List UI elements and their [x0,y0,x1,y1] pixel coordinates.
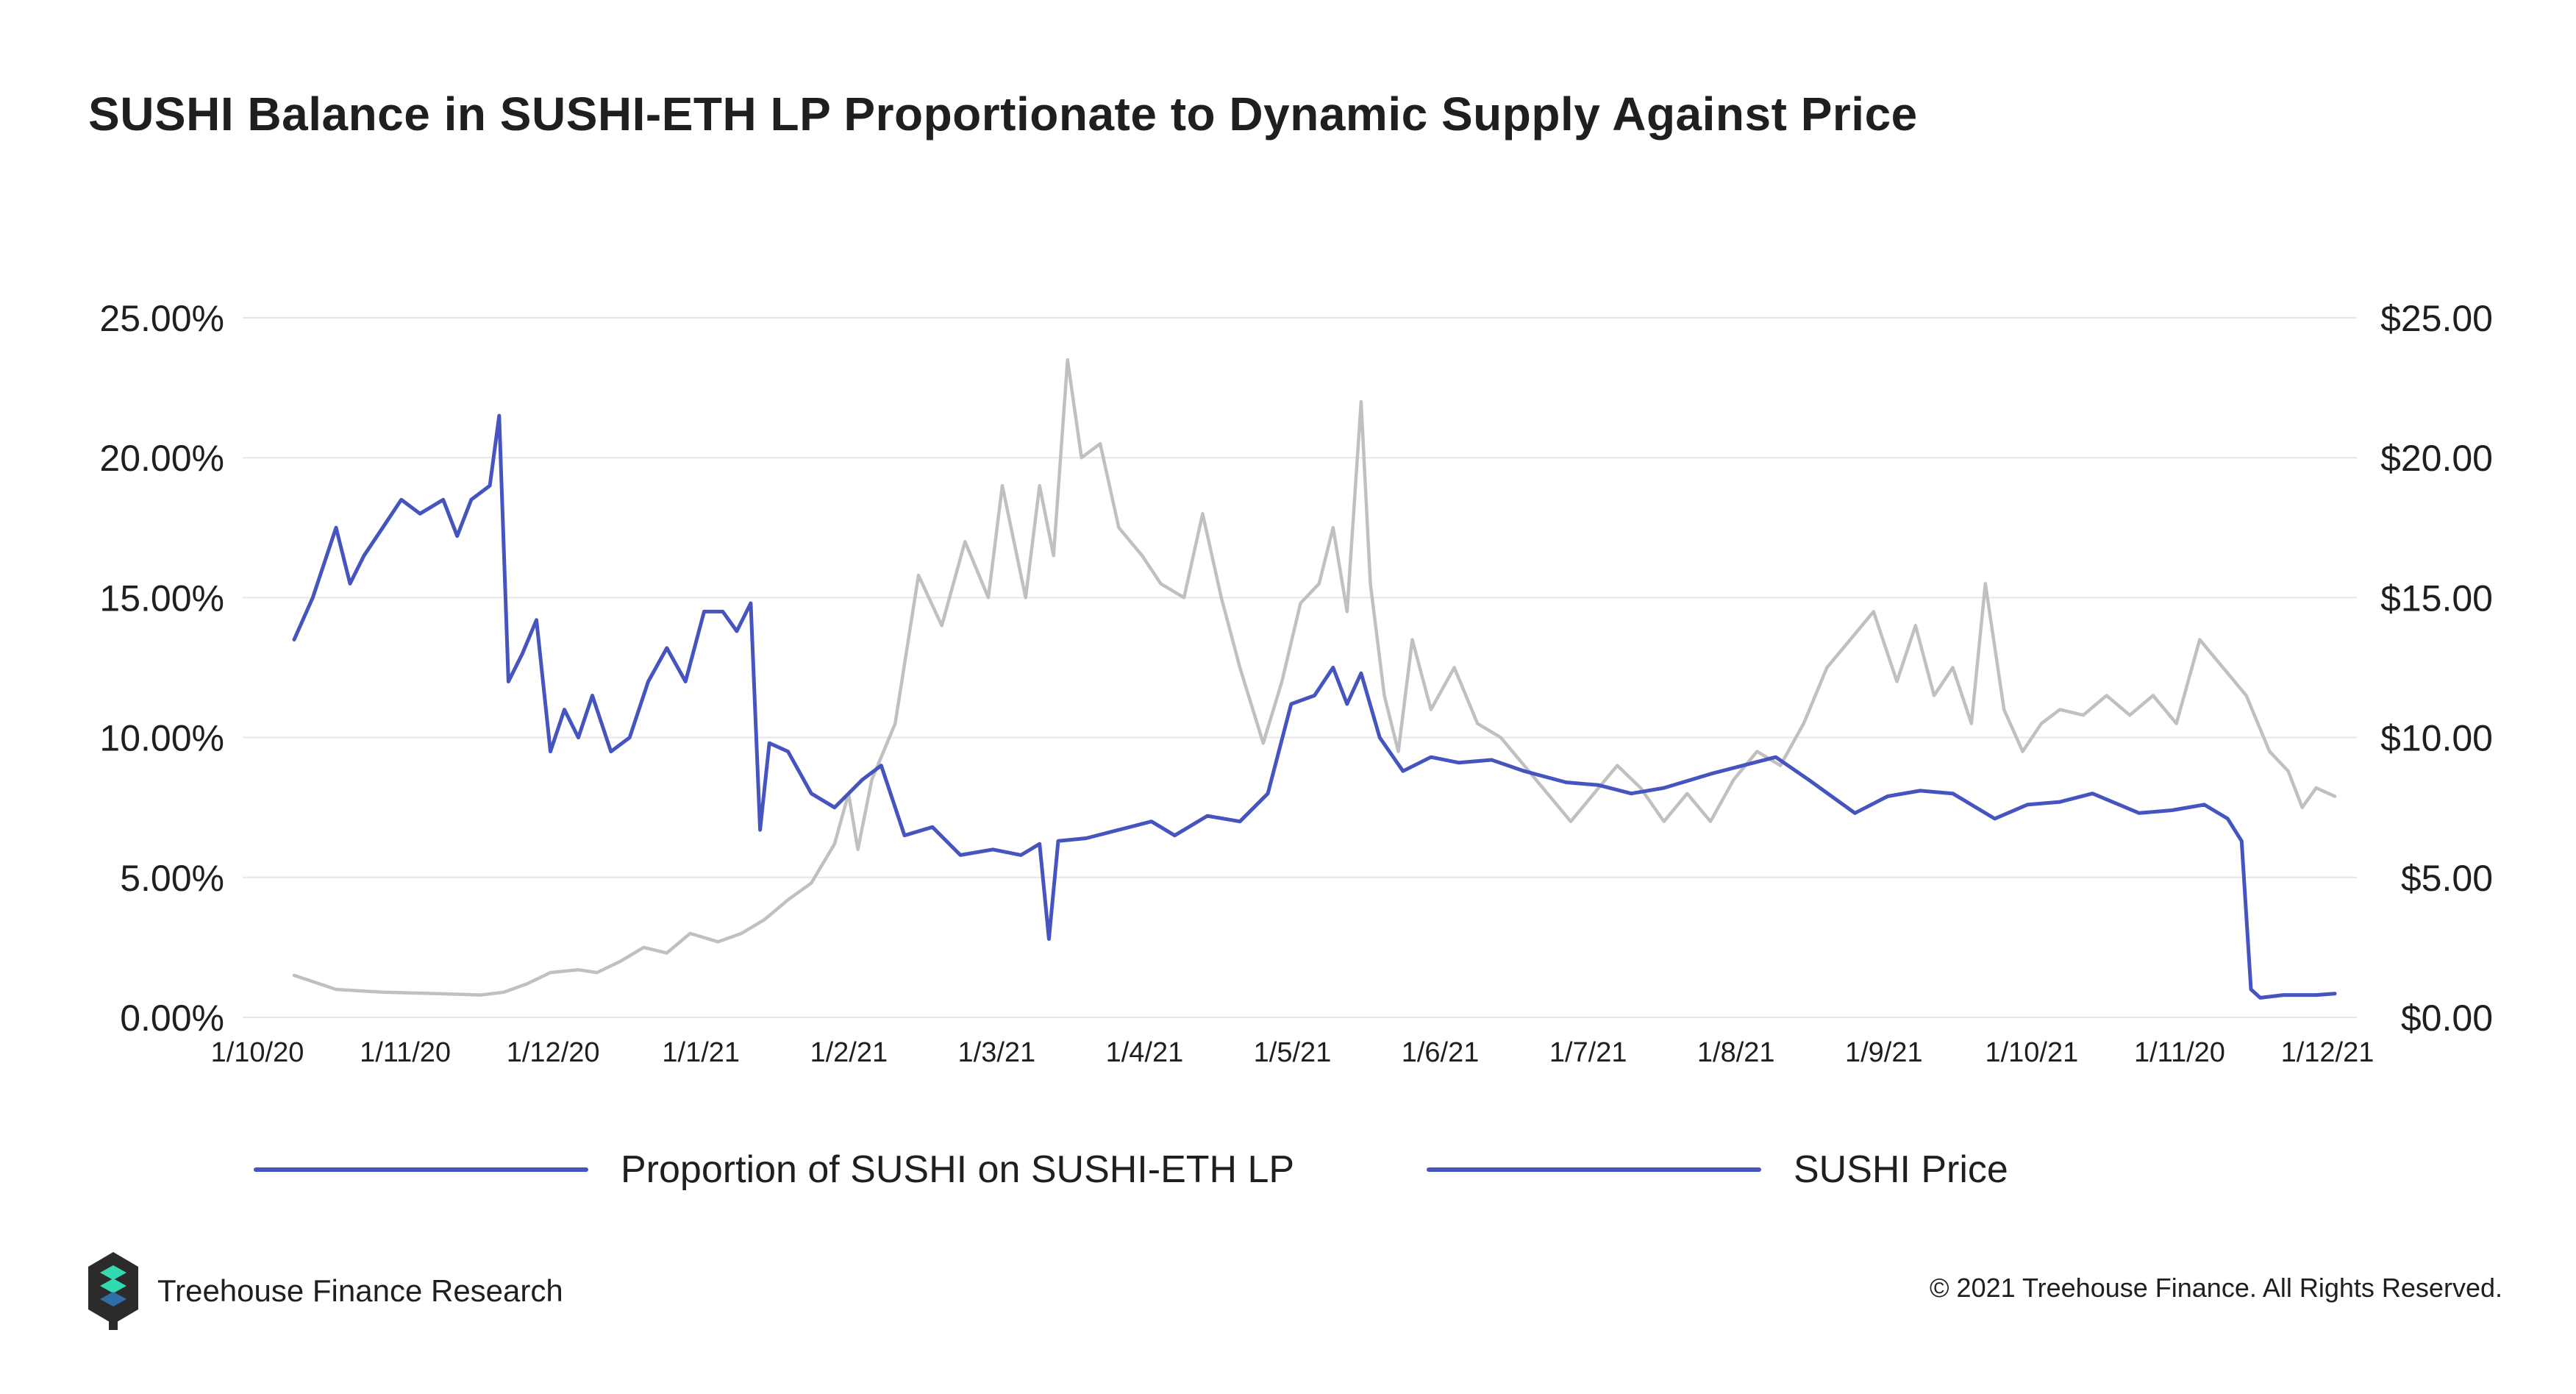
x-tick-label: 1/7/21 [1549,1037,1627,1068]
y-left-tick-label: 0.00% [120,998,224,1039]
series-line-proportion [292,413,2337,1000]
y-right-tick-label: $5.00 [2401,858,2493,899]
y-axis-right: $0.00 $5.00 $10.00 $15.00 $20.00 $25.00 [2380,298,2493,1039]
x-tick-label: 1/4/21 [1106,1037,1184,1068]
x-tick-label: 1/2/21 [810,1037,888,1068]
x-tick-label: 1/3/21 [958,1037,1036,1068]
y-right-tick-label: $10.00 [2380,718,2493,759]
x-axis: 1/10/20 1/11/20 1/12/20 1/1/21 1/2/21 1/3/21 1… [211,1037,2375,1068]
y-right-tick-label: $25.00 [2380,298,2493,339]
x-tick-label: 1/12/20 [507,1037,600,1068]
x-tick-label: 1/11/20 [2134,1037,2225,1068]
y-right-tick-label: $0.00 [2401,998,2493,1039]
x-tick-label: 1/11/20 [360,1037,451,1068]
y-left-tick-label: 25.00% [99,298,224,339]
x-tick-label: 1/8/21 [1697,1037,1775,1068]
legend-swatch-proportion [254,1167,588,1172]
y-left-tick-label: 20.00% [99,438,224,479]
series-layer [292,358,2337,1000]
gridlines [243,317,2357,1018]
brand-name: Treehouse Finance Research [157,1273,563,1308]
x-tick-label: 1/12/21 [2281,1037,2375,1068]
copyright-text: © 2021 Treehouse Finance. All Rights Res… [1930,1273,2502,1303]
y-left-tick-label: 10.00% [99,718,224,759]
x-tick-label: 1/6/21 [1402,1037,1480,1068]
x-tick-label: 1/9/21 [1845,1037,1923,1068]
x-tick-label: 1/10/21 [1985,1037,2078,1068]
x-tick-label: 1/10/20 [211,1037,304,1068]
brand: Treehouse Finance Research [87,1251,563,1331]
treehouse-logo-icon [88,1252,138,1330]
legend-label-price: SUSHI Price [1794,1148,2008,1191]
series-line-price [292,358,2337,997]
y-left-tick-label: 15.00% [99,577,224,619]
x-tick-label: 1/1/21 [662,1037,740,1068]
legend-item-price: SUSHI Price [1427,1144,2008,1195]
legend-item-proportion: Proportion of SUSHI on SUSHI-ETH LP [254,1144,1294,1195]
legend-swatch-price [1427,1167,1761,1172]
y-right-tick-label: $15.00 [2380,577,2493,619]
y-left-tick-label: 5.00% [120,858,224,899]
y-right-tick-label: $20.00 [2380,438,2493,479]
legend-label-proportion: Proportion of SUSHI on SUSHI-ETH LP [621,1148,1295,1191]
x-tick-label: 1/5/21 [1254,1037,1332,1068]
chart-title: SUSHI Balance in SUSHI-ETH LP Proportion… [88,88,1918,141]
y-axis-left: 0.00% 5.00% 10.00% 15.00% 20.00% 25.00% [99,298,224,1039]
